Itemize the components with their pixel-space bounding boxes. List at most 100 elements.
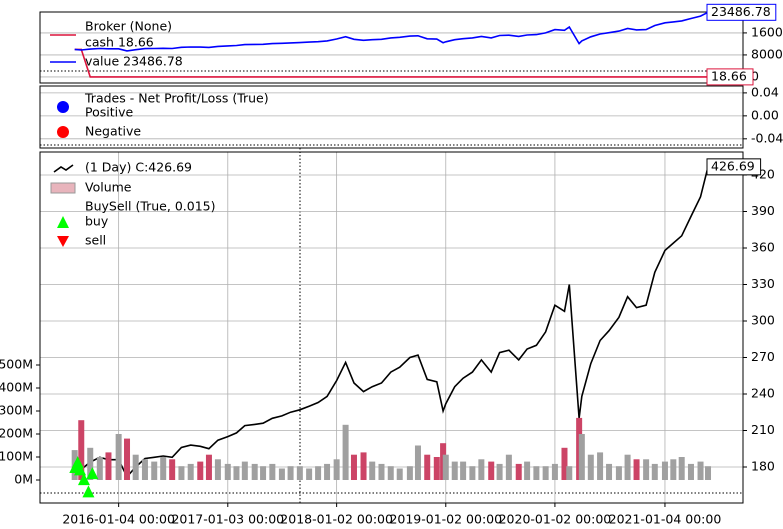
value-tag-box <box>706 158 762 176</box>
legend-label: (1 Day) C:426.69 <box>85 160 192 175</box>
volume-bar <box>178 466 185 480</box>
volume-bar <box>551 463 558 480</box>
value-tag-box <box>706 68 754 86</box>
signal-marker <box>77 473 90 486</box>
y2-tick-label: 400M <box>0 379 33 394</box>
volume-bar <box>414 445 421 480</box>
volume-bar <box>661 461 668 480</box>
volume-bar <box>643 459 650 480</box>
legend-title: Broker (None) <box>85 19 172 34</box>
y-tick-label: 390 <box>751 203 775 218</box>
volume-bar <box>505 454 512 480</box>
volume-bar <box>141 459 148 480</box>
panel-frame <box>39 11 744 84</box>
y-tick-label: 300 <box>751 312 775 327</box>
volume-bar <box>169 459 176 480</box>
legend-line <box>53 164 74 173</box>
volume-bar <box>697 461 704 480</box>
x-tick-label: 2017-01-03 00:00 <box>171 512 284 527</box>
volume-bar <box>87 447 94 480</box>
volume-bar <box>233 466 240 480</box>
volume-bar <box>124 438 131 480</box>
x-tick-label: 2021-01-04 00:00 <box>609 512 722 527</box>
volume-bar <box>460 461 467 480</box>
y-tick-label: 8000 <box>751 46 783 61</box>
panel-frame <box>39 151 744 504</box>
legend-box <box>50 182 76 194</box>
volume-bar <box>670 459 677 480</box>
volume-bar <box>269 463 276 480</box>
volume-bar <box>241 461 248 480</box>
volume-bar <box>533 466 540 480</box>
y-tick-label: 180 <box>751 458 775 473</box>
legend-marker <box>57 236 69 247</box>
y2-tick-label: 200M <box>0 425 33 440</box>
legend-title: BuySell (True, 0.015) <box>85 199 215 214</box>
volume-bar <box>597 452 604 480</box>
volume-bar <box>287 466 294 480</box>
signal-marker <box>74 463 87 476</box>
volume-bar <box>333 459 340 480</box>
volume-bar <box>566 466 573 480</box>
volume-bar <box>433 456 440 480</box>
volume-bar <box>360 452 367 480</box>
legend-label: value 23486.78 <box>85 54 183 69</box>
x-tick-label: 2016-01-04 00:00 <box>62 512 175 527</box>
volume-bar <box>478 459 485 480</box>
volume-bar <box>96 456 103 480</box>
volume-bar <box>369 461 376 480</box>
volume-bar <box>260 466 267 480</box>
y-tick-label: 240 <box>751 385 775 400</box>
y2-tick-label: 300M <box>0 402 33 417</box>
y2-tick-label: 100M <box>0 448 33 463</box>
volume-bar <box>224 463 231 480</box>
volume-bar <box>324 463 331 480</box>
legend-label: cash 18.66 <box>85 35 154 50</box>
volume-bar <box>615 466 622 480</box>
volume-bar <box>396 468 403 480</box>
volume-bar <box>205 454 212 480</box>
volume-bar <box>578 433 585 480</box>
volume-bar <box>342 424 349 480</box>
legend-dot <box>57 101 69 113</box>
legend-label: buy <box>85 214 109 229</box>
volume-bar <box>488 461 495 480</box>
volume-bar <box>251 463 258 480</box>
volume-bar <box>197 461 204 480</box>
y-tick-label: 16000 <box>751 24 783 39</box>
volume-bar <box>187 463 194 480</box>
value-tag: 23486.78 <box>711 4 771 19</box>
value-tag-box <box>706 3 777 21</box>
volume-bar <box>496 463 503 480</box>
volume-bar <box>78 420 85 480</box>
legend-label: Positive <box>85 105 133 120</box>
volume-bar <box>387 466 394 480</box>
volume-bar <box>132 454 139 480</box>
y-tick-label: 0.00 <box>751 107 779 122</box>
y-tick-label: 0 <box>751 68 759 83</box>
volume-bar <box>315 466 322 480</box>
series-line <box>74 48 708 78</box>
volume-bar <box>633 459 640 480</box>
legend-label: Negative <box>85 124 141 139</box>
panel-frame <box>39 85 744 149</box>
volume-bar <box>687 463 694 480</box>
y-tick-label: 360 <box>751 239 775 254</box>
volume-bar <box>151 461 158 480</box>
legend-marker <box>57 216 69 228</box>
volume-bar <box>606 463 613 480</box>
volume-bar <box>296 466 303 480</box>
x-tick-label: 2020-01-02 00:00 <box>499 512 612 527</box>
volume-bar <box>278 468 285 480</box>
series-line <box>74 11 709 52</box>
volume-bar <box>524 461 531 480</box>
volume-bar <box>705 466 712 480</box>
series-line <box>74 166 709 479</box>
volume-bar <box>115 433 122 480</box>
volume-bar <box>442 454 449 480</box>
value-tag: 426.69 <box>711 158 755 173</box>
volume-bar <box>469 466 476 480</box>
y-tick-label: 210 <box>751 422 775 437</box>
volume-bar <box>624 454 631 480</box>
